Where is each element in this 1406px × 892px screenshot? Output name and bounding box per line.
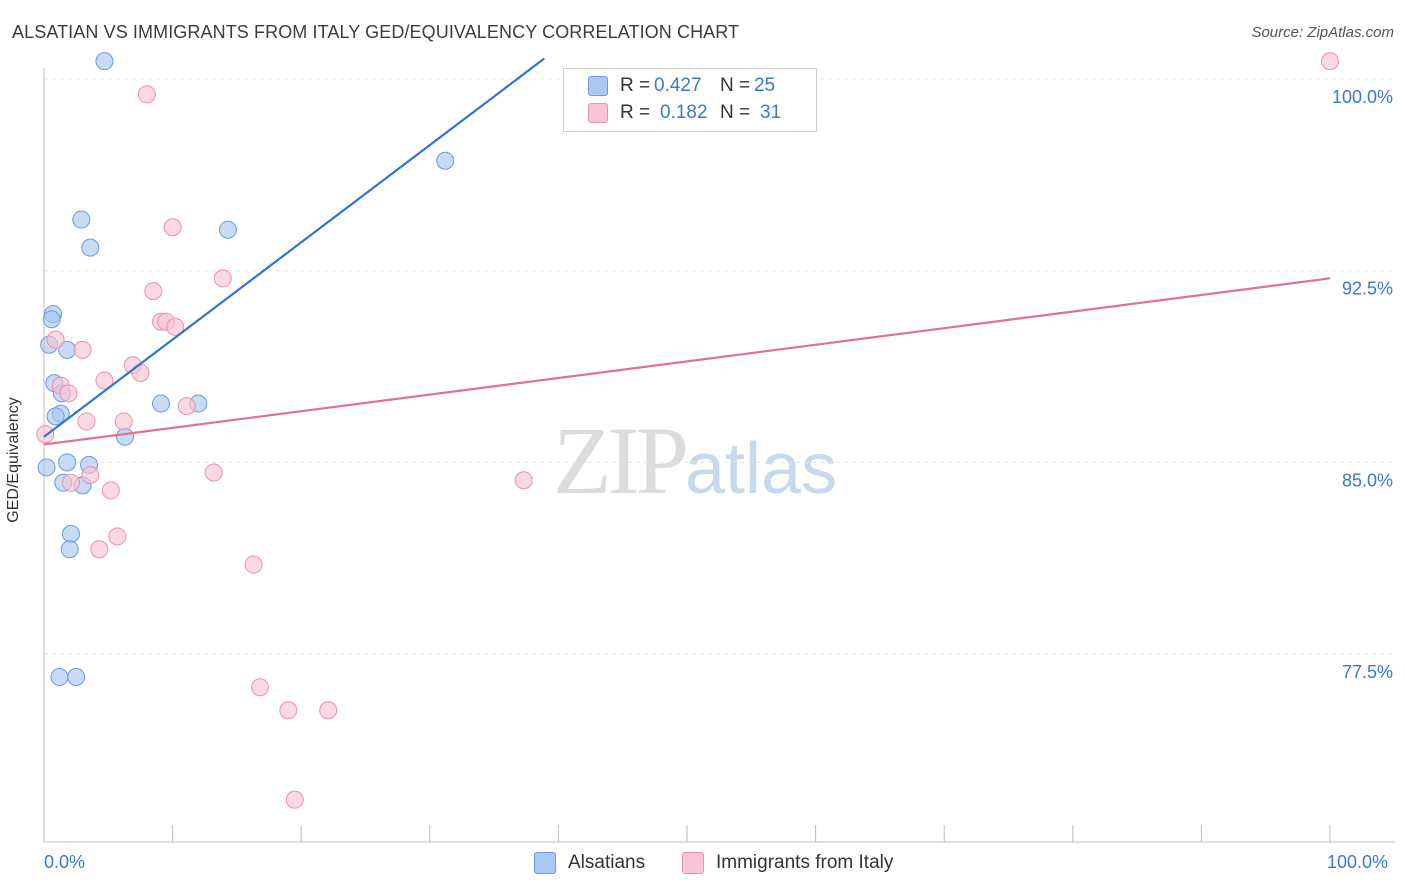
alsatians-point	[62, 524, 81, 543]
legend-r-label: R =	[620, 75, 651, 96]
alsatians-point	[42, 310, 61, 329]
bottom-legend-italy: Immigrants from Italy	[682, 852, 893, 874]
italy-point	[59, 384, 78, 403]
alsatians-point	[81, 238, 100, 257]
alsatians-trend-line	[43, 57, 545, 438]
zipatlas-watermark: ZIPatlas	[553, 405, 837, 516]
italy-point	[73, 340, 92, 359]
bottom-legend-alsatians: Alsatians	[534, 852, 645, 874]
italy-point	[177, 397, 196, 416]
legend-n-label: N =	[720, 102, 751, 123]
source-credit: Source: ZipAtlas.com	[1251, 24, 1394, 41]
italy-point	[114, 412, 133, 431]
x-axis-min-label: 0.0%	[44, 852, 86, 872]
italy-point	[46, 330, 65, 349]
italy-point	[95, 371, 114, 390]
italy-point	[285, 790, 304, 809]
legend-swatch-alsatians	[588, 76, 608, 96]
alsatians-point	[436, 151, 455, 170]
italy-point	[108, 527, 127, 546]
italy-point	[244, 555, 263, 574]
italy-point	[251, 678, 270, 697]
italy-point	[36, 425, 55, 444]
italy-point	[77, 412, 96, 431]
italy-point	[166, 317, 185, 336]
italy-point	[90, 540, 109, 559]
alsatians-point	[72, 210, 91, 229]
legend-row-alsatians: R = 0.427 N = 25	[588, 75, 775, 97]
legend-row-italy: R = 0.182 N = 31	[588, 102, 781, 124]
italy-point	[144, 282, 163, 301]
chart-title: ALSATIAN VS IMMIGRANTS FROM ITALY GED/EQ…	[12, 22, 740, 42]
italy-point	[279, 701, 298, 720]
italy-point	[81, 466, 100, 485]
legend-n-value: 25	[754, 75, 776, 96]
legend-r-value: 0.182	[660, 102, 708, 123]
alsatians-point	[60, 540, 79, 559]
legend-swatch-italy	[588, 103, 608, 123]
italy-point	[213, 269, 232, 288]
italy-point	[204, 463, 223, 482]
alsatians-point	[58, 453, 77, 472]
italy-point	[62, 473, 81, 492]
italy-point	[514, 471, 533, 490]
legend-n-value: 31	[760, 102, 782, 123]
watermark-atlas: atlas	[685, 429, 838, 509]
legend-r-value: 0.427	[654, 75, 702, 96]
alsatians-point	[50, 668, 69, 686]
y-tick-label: 77.5%	[1342, 662, 1393, 682]
italy-point	[1321, 52, 1339, 71]
alsatians-point	[46, 407, 65, 426]
bottom-legend-label-alsatians: Alsatians	[568, 852, 646, 873]
italy-trend-line	[43, 277, 1331, 446]
watermark-zip: ZIP	[553, 407, 689, 514]
alsatians-point	[116, 427, 135, 446]
x-axis-max-label: 100.0%	[1327, 852, 1389, 872]
alsatians-point	[37, 458, 56, 477]
bottom-legend-swatch-italy	[682, 852, 704, 874]
bottom-legend-label-italy: Immigrants from Italy	[716, 852, 894, 873]
y-axis-label: GED/Equivalency	[5, 397, 22, 523]
italy-point	[319, 701, 338, 720]
alsatians-point	[67, 668, 86, 686]
legend-box: R = 0.427 N = 25 R = 0.182 N = 31	[563, 68, 817, 132]
y-tick-label: 100.0%	[1332, 87, 1393, 107]
alsatians-point	[152, 394, 171, 413]
bottom-legend-swatch-alsatians	[534, 852, 556, 874]
italy-point	[163, 218, 182, 237]
legend-n-label: N =	[720, 75, 751, 96]
alsatians-point	[95, 52, 114, 71]
italy-point	[137, 85, 156, 104]
y-tick-label: 92.5%	[1342, 279, 1393, 299]
italy-point	[101, 481, 120, 500]
alsatians-point	[218, 220, 237, 239]
legend-r-label: R =	[620, 102, 651, 123]
y-tick-label: 85.0%	[1342, 470, 1393, 490]
italy-point	[131, 363, 150, 382]
